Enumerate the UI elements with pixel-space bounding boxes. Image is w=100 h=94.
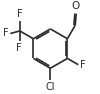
Text: F: F: [17, 9, 23, 19]
Text: Cl: Cl: [46, 82, 55, 92]
Text: O: O: [71, 1, 80, 11]
Text: F: F: [3, 28, 8, 39]
Text: F: F: [80, 60, 86, 70]
Text: F: F: [16, 43, 22, 53]
